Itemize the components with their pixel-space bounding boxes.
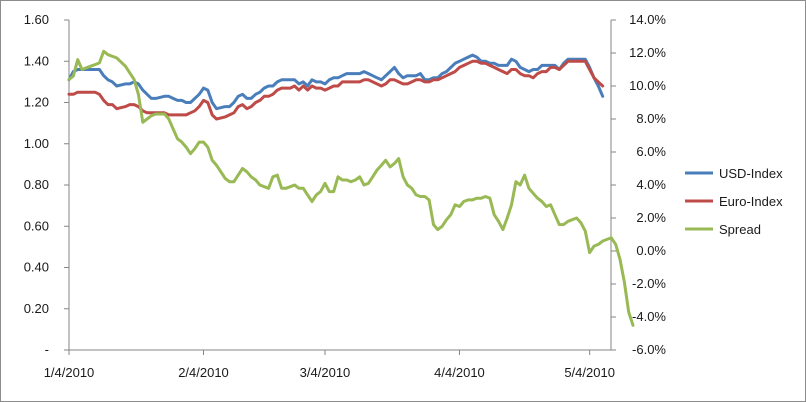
x-tick-label: 4/4/2010 xyxy=(434,365,485,380)
legend-label-usd-index: USD-Index xyxy=(719,166,783,181)
right-y-tick-label: 2.0% xyxy=(636,210,666,225)
x-tick-label: 5/4/2010 xyxy=(564,365,615,380)
right-y-tick-label: 12.0% xyxy=(629,45,666,60)
legend-label-spread: Spread xyxy=(719,222,761,237)
right-y-tick-label: 4.0% xyxy=(636,177,666,192)
right-y-tick-label: 14.0% xyxy=(629,12,666,27)
series-line-usd-index xyxy=(67,53,605,111)
series-line-spread xyxy=(67,49,635,327)
left-y-tick-label: 0.20 xyxy=(24,301,49,316)
left-y-tick-label: 0.80 xyxy=(24,177,49,192)
left-y-tick-label: 1.40 xyxy=(24,53,49,68)
series-lines xyxy=(67,49,635,327)
left-y-tick-label: 1.60 xyxy=(24,12,49,27)
right-y-tick-label: -6.0% xyxy=(632,342,666,357)
left-y-tick-label: - xyxy=(45,342,49,357)
x-tick-label: 3/4/2010 xyxy=(300,365,351,380)
right-y-tick-label: -2.0% xyxy=(632,276,666,291)
right-y-tick-label: 8.0% xyxy=(636,111,666,126)
x-axis-ticks: 1/4/2010 2/4/2010 3/4/2010 4/4/2010 5/4/2010 xyxy=(44,350,615,380)
legend: USD-Index Euro-Index Spread xyxy=(685,166,783,237)
legend-label-euro-index: Euro-Index xyxy=(719,194,783,209)
left-y-tick-label: 1.00 xyxy=(24,136,49,151)
right-y-tick-label: 0.0% xyxy=(636,243,666,258)
left-y-tick-label: 0.60 xyxy=(24,218,49,233)
x-tick-label: 2/4/2010 xyxy=(178,365,229,380)
left-y-tick-label: 0.40 xyxy=(24,260,49,275)
right-y-tick-label: 10.0% xyxy=(629,78,666,93)
left-y-axis-ticks: - 0.20 0.40 0.60 0.80 1.00 1.20 1.40 1.60 xyxy=(24,12,69,357)
x-tick-label: 1/4/2010 xyxy=(44,365,95,380)
right-y-axis-ticks: -6.0% -4.0% -2.0% 0.0% 2.0% 4.0% 6.0% 8.0% 10.0%… xyxy=(611,12,666,357)
right-y-tick-label: -4.0% xyxy=(632,309,666,324)
right-y-tick-label: 6.0% xyxy=(636,144,666,159)
left-y-tick-label: 1.20 xyxy=(24,95,49,110)
